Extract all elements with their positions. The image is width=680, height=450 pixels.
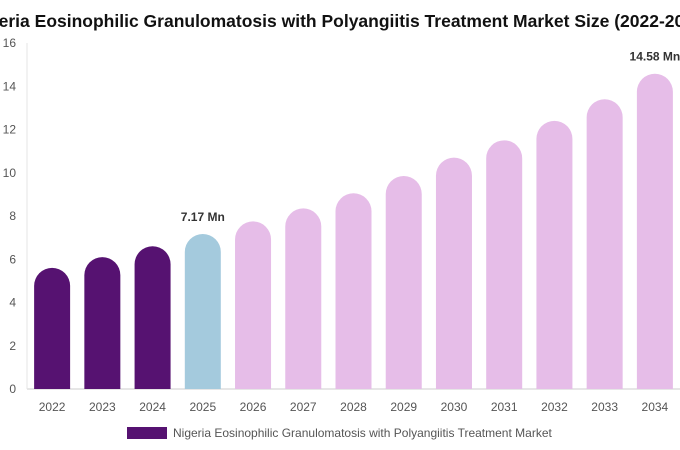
bar-2026[interactable] (235, 221, 272, 389)
legend-swatch (127, 427, 167, 439)
x-tick-label: 2022 (39, 400, 66, 414)
bar-2033[interactable] (586, 99, 623, 389)
y-tick-label: 12 (3, 123, 17, 137)
bar-2027[interactable] (285, 208, 322, 389)
bar-2029[interactable] (385, 175, 422, 389)
y-tick-label: 8 (9, 209, 16, 223)
x-tick-label: 2033 (591, 400, 618, 414)
y-tick-label: 2 (9, 339, 16, 353)
bars (34, 73, 673, 390)
bar-2025[interactable] (184, 233, 221, 389)
y-tick-label: 0 (9, 382, 16, 396)
bar-2031[interactable] (486, 140, 523, 389)
chart-title: Nigeria Eosinophilic Granulomatosis with… (0, 11, 680, 31)
x-tick-label: 2027 (290, 400, 317, 414)
x-tick-label: 2031 (491, 400, 518, 414)
bar-2030[interactable] (435, 157, 472, 389)
bar-2028[interactable] (335, 193, 372, 389)
x-axis: 2022 2023 2024 2025 2026 2027 2028 2029 2030 2031… (39, 400, 669, 414)
bar-2022[interactable] (34, 267, 71, 389)
x-tick-label: 2034 (642, 400, 669, 414)
x-tick-label: 2024 (139, 400, 166, 414)
x-tick-label: 2032 (541, 400, 568, 414)
y-tick-label: 4 (9, 296, 16, 310)
data-label: 14.58 Mn (630, 50, 680, 64)
data-labels: 7.17 Mn 14.58 Mn (181, 50, 680, 224)
x-tick-label: 2029 (390, 400, 417, 414)
bar-2023[interactable] (84, 257, 121, 389)
y-axis: 0 2 4 6 8 10 12 14 16 (3, 36, 17, 396)
x-tick-label: 2025 (189, 400, 216, 414)
x-tick-label: 2026 (240, 400, 267, 414)
y-tick-label: 10 (3, 166, 17, 180)
legend-label: Nigeria Eosinophilic Granulomatosis with… (173, 426, 552, 440)
x-tick-label: 2023 (89, 400, 116, 414)
y-tick-label: 16 (3, 36, 17, 50)
legend[interactable]: Nigeria Eosinophilic Granulomatosis with… (127, 426, 552, 440)
bar-2032[interactable] (536, 120, 573, 389)
y-tick-label: 14 (3, 79, 17, 93)
data-label: 7.17 Mn (181, 210, 225, 224)
bar-2034[interactable] (636, 73, 673, 390)
y-tick-label: 6 (9, 252, 16, 266)
x-tick-label: 2028 (340, 400, 367, 414)
x-tick-label: 2030 (441, 400, 468, 414)
bar-2024[interactable] (134, 246, 171, 389)
